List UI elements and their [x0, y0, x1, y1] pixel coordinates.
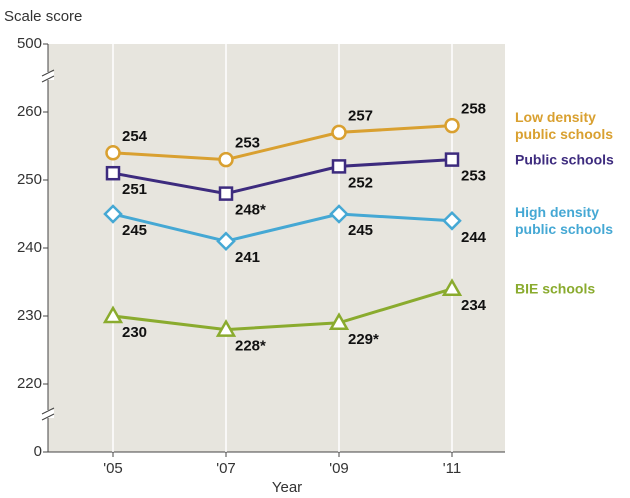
series-line [112, 287, 453, 332]
data-label: 244 [461, 229, 487, 246]
x-tick-label: '07 [216, 460, 236, 477]
marker [331, 124, 347, 141]
data-label: 253 [461, 168, 486, 185]
marker [102, 305, 124, 324]
series-line [112, 158, 453, 196]
marker [441, 278, 463, 297]
data-label: 253 [235, 135, 260, 152]
data-label: 229* [348, 331, 379, 348]
marker [105, 145, 121, 161]
marker [105, 165, 121, 181]
marker [328, 312, 350, 331]
y-tick-label: 0 [34, 443, 42, 460]
data-label: 254 [122, 128, 148, 145]
axis-break [41, 69, 55, 421]
series-line [112, 212, 453, 243]
data-label: 228* [235, 338, 266, 355]
marker [103, 204, 123, 224]
data-label: 230 [122, 324, 147, 341]
marker [216, 231, 236, 251]
y-tick-label: 250 [17, 171, 42, 188]
data-label: 251 [122, 181, 147, 198]
data-label: 245 [122, 222, 147, 239]
marker [444, 117, 460, 134]
x-tick-label: '05 [103, 460, 123, 477]
y-tick-label: 240 [17, 239, 42, 256]
marker [331, 159, 347, 174]
marker [444, 152, 460, 167]
marker [329, 204, 349, 224]
legend-entry: Low density public schools [515, 108, 614, 142]
marker [218, 151, 234, 168]
y-tick-label: 220 [17, 375, 42, 392]
x-tick-label: '09 [329, 460, 349, 477]
data-label: 234 [461, 297, 487, 314]
plot-area [48, 44, 505, 452]
data-label: 248* [235, 202, 266, 219]
marker [215, 319, 237, 337]
data-label: 252 [348, 174, 373, 191]
marker [218, 186, 234, 201]
y-tick-label: 230 [17, 307, 42, 324]
series-line [112, 124, 453, 162]
x-axis-title: Year [272, 479, 302, 496]
y-tick-label: 500 [17, 35, 42, 52]
legend-entry: Public schools [515, 151, 614, 168]
data-label: 257 [348, 107, 373, 124]
legend-entry: BIE schools [515, 280, 596, 297]
x-tick-label: '11 [443, 460, 461, 477]
data-label: 245 [348, 222, 373, 239]
y-tick-label: 260 [17, 103, 42, 120]
data-label: 241 [235, 249, 260, 266]
y-axis-title: Scale score [4, 8, 82, 25]
legend-entry: High density public schools [515, 203, 614, 237]
marker [442, 211, 462, 231]
data-label: 258 [461, 101, 486, 118]
